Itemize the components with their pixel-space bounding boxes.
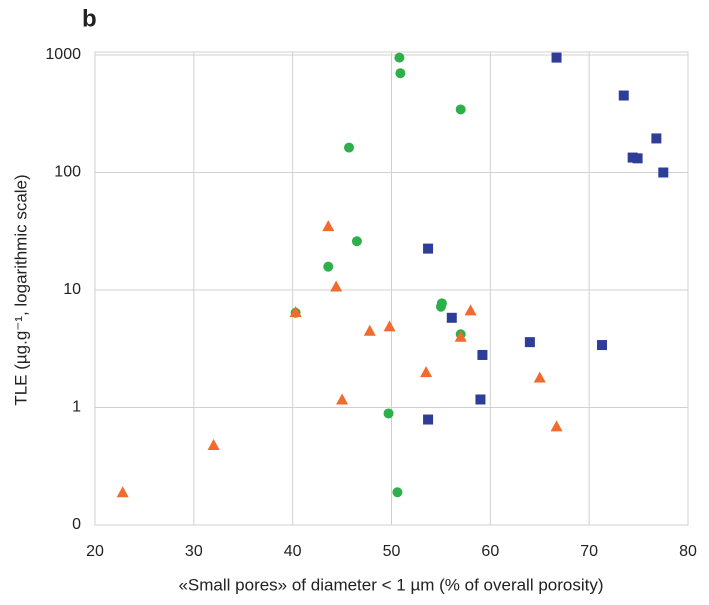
y-tick-label: 100 — [54, 164, 81, 181]
point — [395, 68, 406, 79]
point — [618, 90, 629, 101]
point — [446, 312, 457, 323]
point — [116, 486, 129, 498]
point — [344, 142, 355, 153]
point — [551, 52, 562, 63]
y-tick-label: 1 — [72, 399, 81, 416]
point — [597, 340, 608, 351]
point — [658, 167, 669, 178]
point — [420, 366, 433, 378]
point — [423, 414, 434, 425]
point — [533, 371, 546, 383]
x-tick-label: 40 — [284, 543, 302, 560]
point — [464, 304, 477, 316]
y-axis-title: TLE (µg.g⁻¹, logarithmic scale) — [11, 174, 30, 405]
point — [423, 243, 434, 254]
y-tick-label: 10 — [63, 281, 81, 298]
x-tick-label: 60 — [481, 543, 499, 560]
panel-label: b — [82, 5, 97, 32]
point — [330, 280, 343, 292]
point — [363, 324, 376, 336]
x-tick-label: 20 — [86, 543, 104, 560]
point — [435, 301, 446, 312]
point — [475, 394, 486, 405]
point — [392, 487, 403, 498]
x-tick-label: 30 — [185, 543, 203, 560]
point — [651, 133, 662, 144]
point — [289, 305, 302, 317]
point — [524, 337, 535, 348]
plot-frame — [94, 51, 689, 526]
point — [455, 104, 466, 115]
y-tick-label: 0 — [72, 516, 81, 533]
x-tick-label: 50 — [383, 543, 401, 560]
point — [323, 261, 334, 272]
point — [477, 349, 488, 360]
x-tick-label: 80 — [679, 543, 697, 560]
point — [550, 420, 563, 432]
point — [454, 330, 467, 342]
point — [207, 438, 220, 450]
point — [383, 320, 396, 332]
point — [351, 236, 362, 247]
point — [383, 408, 394, 419]
y-tick-label: 1000 — [45, 46, 81, 63]
x-tick-label: 70 — [580, 543, 598, 560]
point — [394, 52, 405, 63]
point — [322, 220, 335, 232]
point — [336, 393, 349, 405]
point — [632, 153, 643, 164]
x-axis-title: «Small pores» of diameter < 1 µm (% of o… — [178, 575, 603, 594]
